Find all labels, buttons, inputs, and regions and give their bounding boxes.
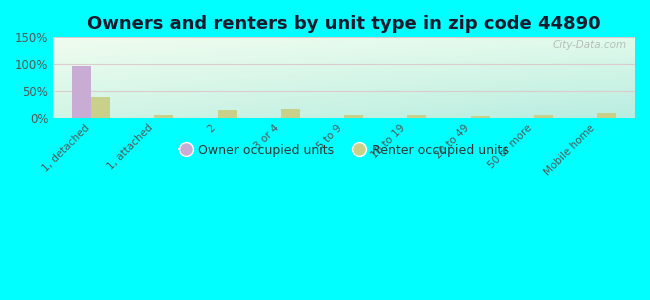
Bar bbox=[344, 115, 363, 118]
Bar bbox=[155, 115, 174, 118]
Legend: Owner occupied units, Renter occupied units: Owner occupied units, Renter occupied un… bbox=[174, 139, 514, 162]
Title: Owners and renters by unit type in zip code 44890: Owners and renters by unit type in zip c… bbox=[87, 15, 601, 33]
Bar bbox=[534, 115, 552, 118]
Bar bbox=[218, 110, 237, 118]
Bar bbox=[281, 110, 300, 118]
Bar bbox=[91, 97, 110, 118]
Bar bbox=[597, 113, 616, 118]
Bar bbox=[408, 115, 426, 118]
Bar bbox=[471, 116, 489, 118]
Bar bbox=[72, 66, 91, 118]
Text: City-Data.com: City-Data.com bbox=[552, 40, 626, 50]
